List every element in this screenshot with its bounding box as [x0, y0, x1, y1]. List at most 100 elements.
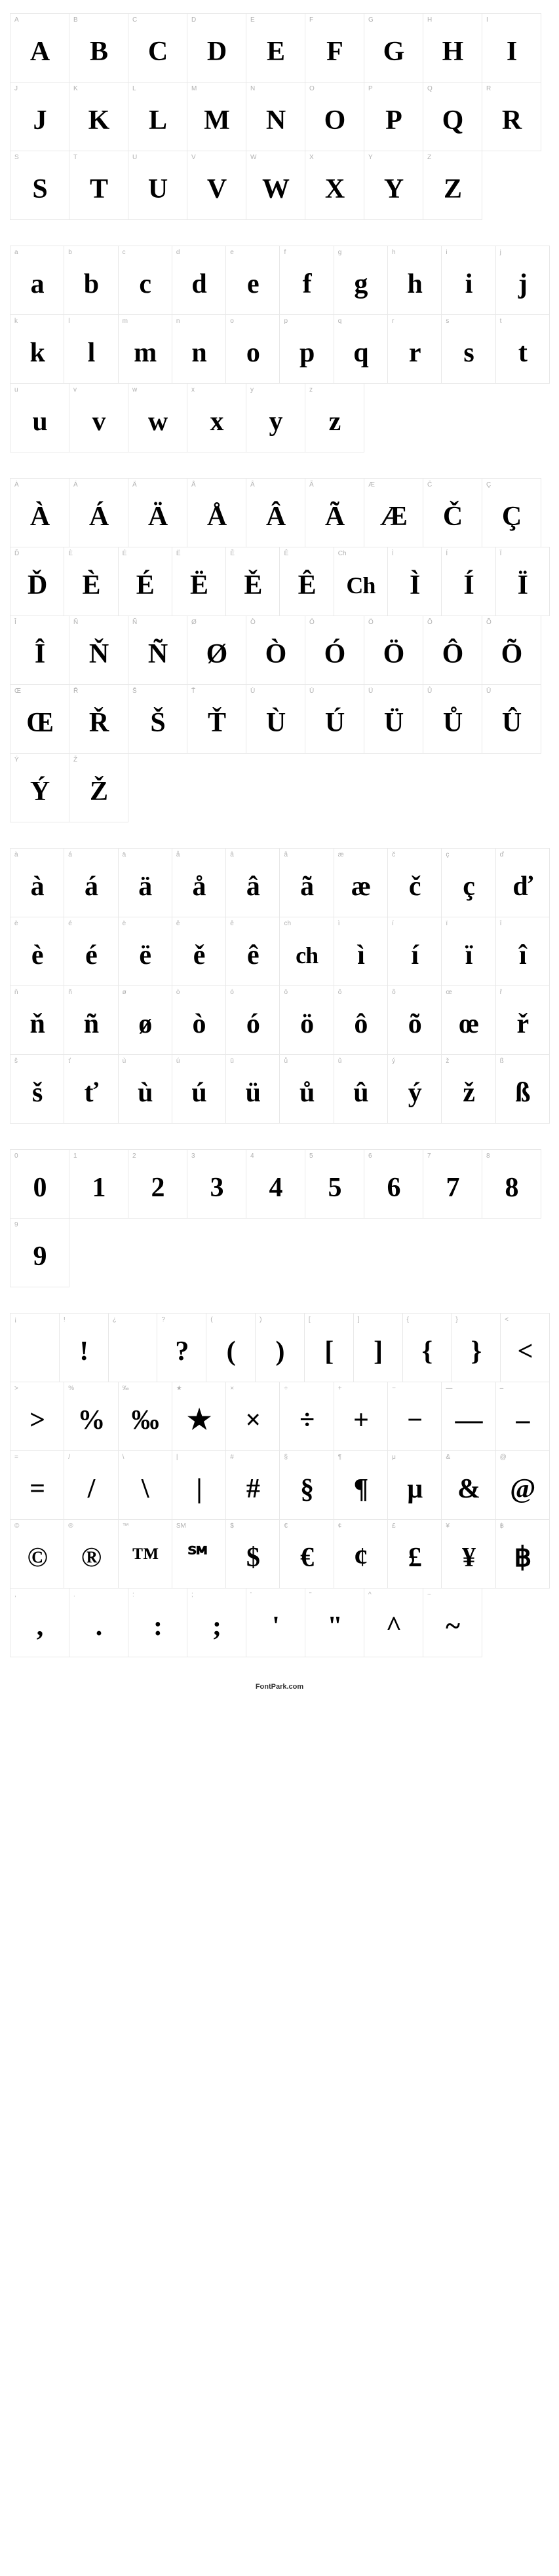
- glyph-display: W: [246, 164, 305, 219]
- glyph-display: ô: [334, 999, 387, 1054]
- glyph-cell: aa: [10, 246, 64, 315]
- glyph-label: ž: [442, 1055, 495, 1068]
- glyph-label: ]: [354, 1314, 402, 1327]
- glyph-label: =: [10, 1451, 64, 1464]
- glyph-row: ÎÎŇŇÑÑØØÒÒÓÓÖÖÔÔÕÕ: [10, 616, 549, 684]
- glyph-display: æ: [334, 862, 387, 917]
- glyph-cell: áá: [64, 848, 118, 917]
- glyph-cell: ฿฿: [495, 1519, 550, 1589]
- glyph-cell: [[: [304, 1313, 354, 1382]
- glyph-label: õ: [388, 986, 441, 999]
- glyph-display: ï: [442, 930, 495, 985]
- glyph-cell: pp: [279, 314, 334, 384]
- glyph-cell: ÀÀ: [10, 478, 69, 547]
- glyph-cell: @@: [495, 1450, 550, 1520]
- glyph-display: ø: [119, 999, 172, 1054]
- glyph-cell: ÁÁ: [69, 478, 128, 547]
- glyph-cell: ££: [387, 1519, 442, 1589]
- glyph-cell: ìì: [334, 917, 388, 986]
- glyph-display: ì: [334, 930, 387, 985]
- glyph-label: –: [496, 1382, 549, 1395]
- glyph-display: ^: [364, 1602, 423, 1657]
- glyph-cell: 44: [246, 1149, 305, 1219]
- glyph-display: à: [10, 862, 64, 917]
- glyph-cell: SS: [10, 151, 69, 220]
- glyph-cell: )): [255, 1313, 305, 1382]
- glyph-display: š: [10, 1068, 64, 1123]
- glyph-label: Z: [423, 151, 482, 164]
- glyph-display: ¥: [442, 1533, 495, 1588]
- glyph-label: O: [305, 83, 364, 96]
- glyph-cell: UU: [128, 151, 187, 220]
- glyph-display: è: [10, 930, 64, 985]
- glyph-cell: 99: [10, 1218, 69, 1287]
- glyph-row: JJKKLLMMNNOOPPQQRR: [10, 82, 549, 151]
- glyph-cell: ãã: [279, 848, 334, 917]
- glyph-display: w: [128, 397, 187, 452]
- glyph-cell: ..: [69, 1588, 128, 1657]
- glyph-label: É: [119, 547, 172, 561]
- glyph-display: x: [187, 397, 246, 452]
- glyph-label: ©: [10, 1520, 64, 1533]
- glyph-display: 1: [69, 1163, 128, 1218]
- glyph-display: Â: [246, 492, 305, 547]
- glyph-display: ď: [496, 862, 549, 917]
- glyph-label: ¥: [442, 1520, 495, 1533]
- glyph-label: d: [172, 246, 225, 259]
- glyph-label: é: [64, 917, 117, 930]
- glyph-cell: åå: [172, 848, 226, 917]
- glyph-label: ì: [334, 917, 387, 930]
- glyph-display: V: [187, 164, 246, 219]
- glyph-cell: BB: [69, 13, 128, 83]
- glyph-display: k: [10, 328, 64, 383]
- glyph-label: ¿: [109, 1314, 157, 1327]
- glyph-cell: ËË: [172, 547, 226, 616]
- glyph-label: ú: [172, 1055, 225, 1068]
- glyph-display: 5: [305, 1163, 364, 1218]
- glyph-cell: ňň: [10, 985, 64, 1055]
- glyph-display: ã: [280, 862, 333, 917]
- glyph-display: >: [10, 1395, 64, 1450]
- glyph-cell: ÷÷: [279, 1382, 334, 1451]
- glyph-label: ý: [388, 1055, 441, 1068]
- glyph-display: Æ: [364, 492, 423, 547]
- glyph-display: c: [119, 259, 172, 314]
- glyph-display: #: [226, 1464, 279, 1519]
- glyph-display: Í: [442, 561, 495, 616]
- glyph-cell: jj: [495, 246, 550, 315]
- glyph-row: 001122334455667788: [10, 1149, 549, 1218]
- glyph-label: ç: [442, 849, 495, 862]
- glyph-cell: uu: [10, 383, 69, 452]
- glyph-label: @: [496, 1451, 549, 1464]
- glyph-label: Î: [10, 616, 69, 629]
- glyph-display: ý: [388, 1068, 441, 1123]
- glyph-label: K: [69, 83, 128, 96]
- glyph-label: −: [388, 1382, 441, 1395]
- glyph-label: ฿: [496, 1520, 549, 1533]
- glyph-label: m: [119, 315, 172, 328]
- glyph-cell: OO: [305, 82, 364, 151]
- glyph-display: 9: [10, 1232, 69, 1287]
- glyph-display: Ë: [172, 561, 225, 616]
- glyph-display: £: [388, 1533, 441, 1588]
- glyph-cell: xx: [187, 383, 246, 452]
- glyph-cell: €€: [279, 1519, 334, 1589]
- glyph-display: A: [10, 27, 69, 82]
- glyph-cell: ##: [225, 1450, 280, 1520]
- glyph-cell: ¥¥: [441, 1519, 495, 1589]
- glyph-label: ÷: [280, 1382, 333, 1395]
- glyph-label: R: [482, 83, 541, 96]
- glyph-cell: îî: [495, 917, 550, 986]
- glyph-cell: chch: [279, 917, 334, 986]
- glyph-cell: zz: [305, 383, 364, 452]
- glyph-display: Y: [364, 164, 423, 219]
- glyph-display: I: [482, 27, 541, 82]
- glyph-display: q: [334, 328, 387, 383]
- glyph-cell: ÂÂ: [246, 478, 305, 547]
- glyph-display: :: [128, 1602, 187, 1657]
- glyph-label: 8: [482, 1150, 541, 1163]
- glyph-cell: ČČ: [423, 478, 482, 547]
- glyph-cell: 55: [305, 1149, 364, 1219]
- glyph-cell: ŠŠ: [128, 684, 187, 754]
- glyph-cell: ŮŮ: [423, 684, 482, 754]
